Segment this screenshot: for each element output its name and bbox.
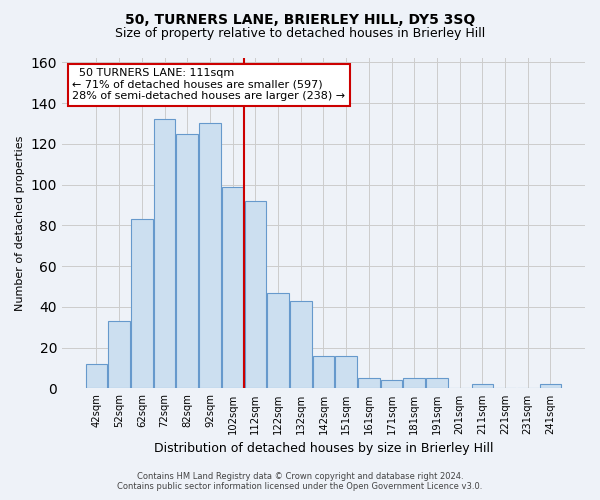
Y-axis label: Number of detached properties: Number of detached properties	[15, 136, 25, 311]
Bar	[131, 220, 152, 388]
Bar	[109, 321, 130, 388]
Text: Contains HM Land Registry data © Crown copyright and database right 2024.
Contai: Contains HM Land Registry data © Crown c…	[118, 472, 482, 491]
Bar	[154, 120, 175, 388]
X-axis label: Distribution of detached houses by size in Brierley Hill: Distribution of detached houses by size …	[154, 442, 493, 455]
Bar	[86, 364, 107, 388]
Bar	[313, 356, 334, 388]
Bar	[358, 378, 380, 388]
Bar	[381, 380, 403, 388]
Text: 50 TURNERS LANE: 111sqm  
← 71% of detached houses are smaller (597)
28% of semi: 50 TURNERS LANE: 111sqm ← 71% of detache…	[73, 68, 346, 102]
Bar	[472, 384, 493, 388]
Bar	[539, 384, 561, 388]
Bar	[403, 378, 425, 388]
Bar	[335, 356, 357, 388]
Text: Size of property relative to detached houses in Brierley Hill: Size of property relative to detached ho…	[115, 28, 485, 40]
Bar	[290, 301, 311, 388]
Bar	[222, 186, 244, 388]
Bar	[267, 292, 289, 388]
Text: 50, TURNERS LANE, BRIERLEY HILL, DY5 3SQ: 50, TURNERS LANE, BRIERLEY HILL, DY5 3SQ	[125, 12, 475, 26]
Bar	[426, 378, 448, 388]
Bar	[245, 201, 266, 388]
Bar	[199, 124, 221, 388]
Bar	[176, 134, 198, 388]
